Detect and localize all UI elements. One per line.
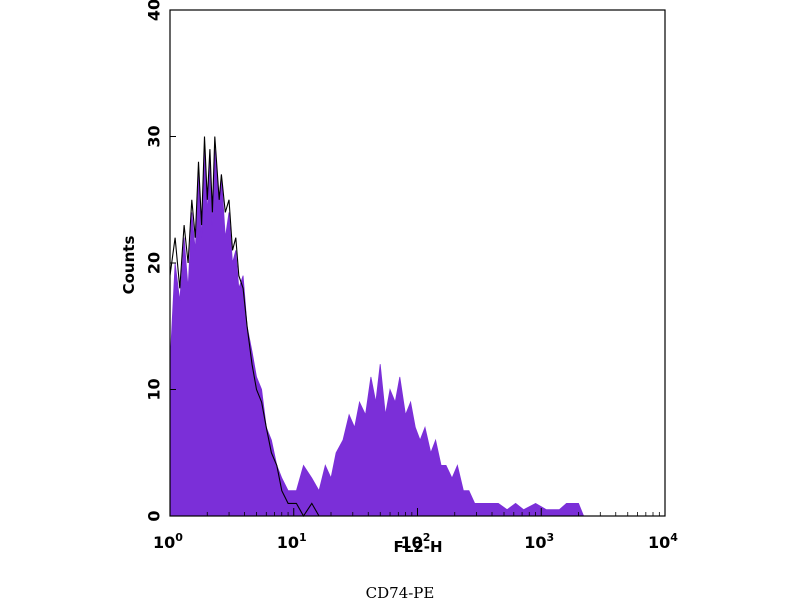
caption: CD74-PE (365, 584, 435, 602)
y-tick-label: 30 (145, 125, 164, 147)
x-axis-title: FL2-H (393, 538, 442, 556)
y-axis: 0 10 20 30 40 (145, 0, 176, 522)
y-tick-label: 40 (145, 0, 164, 21)
y-tick-label: 0 (145, 510, 164, 521)
x-tick-label: 104 (648, 531, 678, 552)
x-tick-label: 101 (277, 531, 307, 552)
x-axis: 100 101 102 103 104 (153, 508, 678, 552)
x-minor-ticks (206, 512, 660, 516)
y-axis-title: Counts (120, 236, 138, 295)
x-tick-label: 103 (524, 531, 554, 552)
series-outline-1 (169, 136, 326, 518)
y-tick-label: 20 (145, 252, 164, 274)
y-tick-label: 10 (145, 378, 164, 400)
x-tick-label: 100 (153, 531, 183, 552)
series-fill-0 (169, 149, 585, 517)
x-tick-label: 102 (401, 531, 431, 552)
plot-area (169, 136, 585, 518)
